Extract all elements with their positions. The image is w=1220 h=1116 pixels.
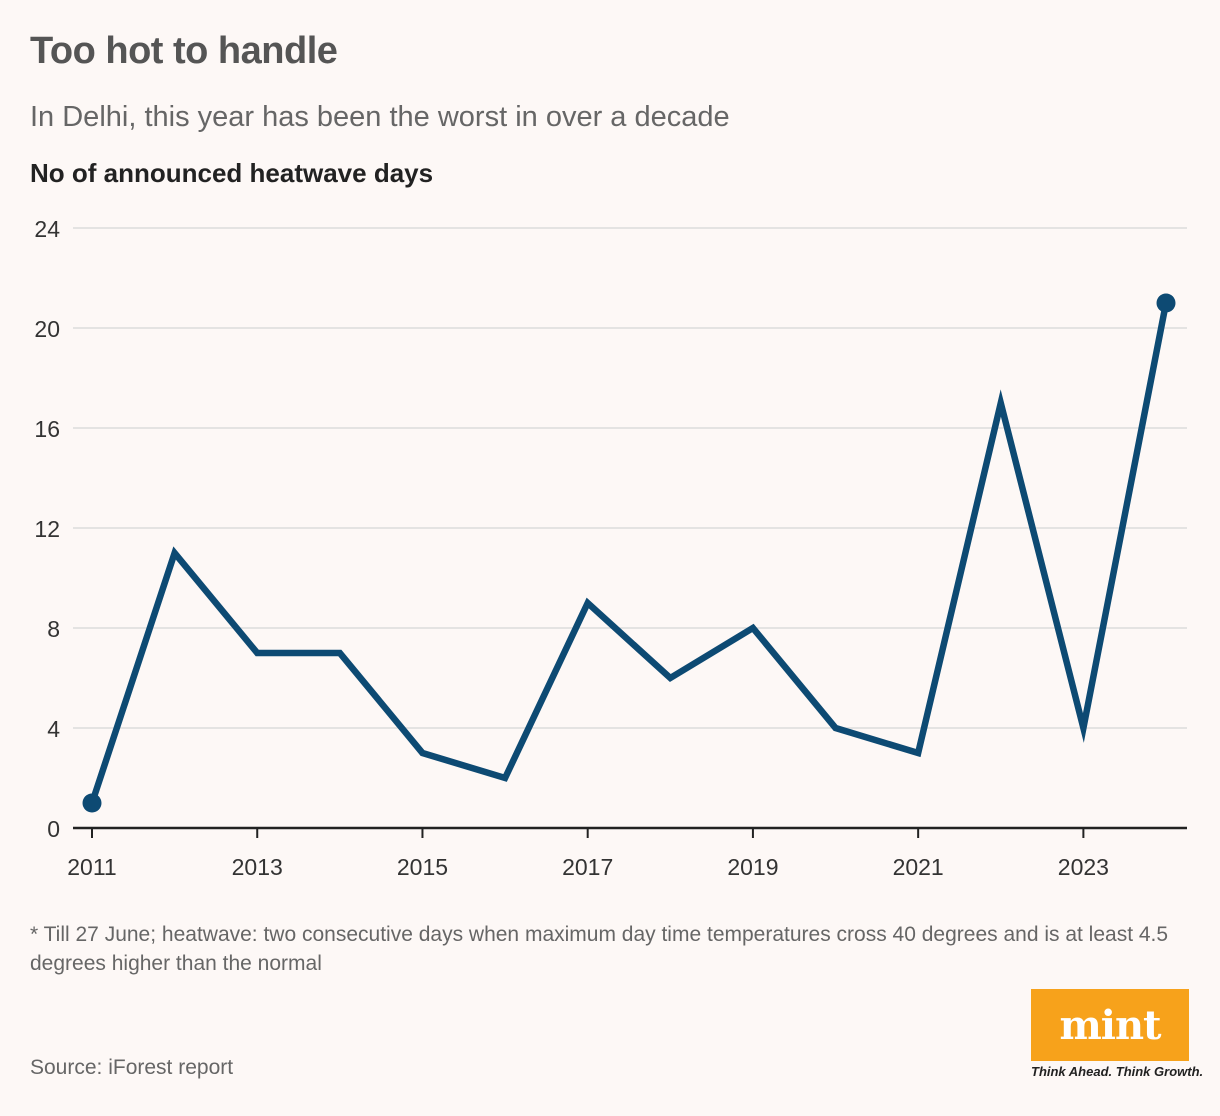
mint-logo: mint xyxy=(1031,989,1189,1061)
source-note: Source: iForest report xyxy=(30,1056,234,1079)
y-axis-label: No of announced heatwave days xyxy=(30,158,434,188)
x-tick-label: 2011 xyxy=(67,854,116,880)
x-tick-labels: 2011 2013 2015 2017 2019 2021 2023 xyxy=(67,854,1109,880)
y-tick-label: 16 xyxy=(34,416,60,442)
x-tick-label: 2013 xyxy=(232,854,283,880)
x-tick-label: 2021 xyxy=(893,854,944,880)
x-tick-label: 2019 xyxy=(727,854,778,880)
y-tick-labels: 0 4 8 12 16 20 24 xyxy=(34,216,60,842)
line-chart: 0 4 8 12 16 20 24 2011 2013 2015 2017 2019 2021 2023 xyxy=(34,216,1187,880)
footnote: * Till 27 June; heatwave: two consecutiv… xyxy=(30,923,1169,975)
y-tick-label: 8 xyxy=(47,616,60,642)
series-line xyxy=(88,302,1170,805)
logo-text: mint xyxy=(1059,1001,1161,1049)
chart-subtitle: In Delhi, this year has been the worst i… xyxy=(30,101,730,133)
chart-title: Too hot to handle xyxy=(30,30,338,72)
x-tick-label: 2023 xyxy=(1058,854,1109,880)
y-tick-label: 12 xyxy=(34,516,60,542)
y-tick-label: 4 xyxy=(47,716,60,742)
y-tick-label: 0 xyxy=(47,816,60,842)
logo-tagline: Think Ahead. Think Growth. xyxy=(1031,1064,1204,1079)
endpoint-marker-2011 xyxy=(82,793,102,813)
series-heatwave-days xyxy=(82,293,1176,813)
x-tick-label: 2017 xyxy=(562,854,613,880)
y-tick-label: 20 xyxy=(34,316,60,342)
y-tick-label: 24 xyxy=(34,216,60,242)
gridlines xyxy=(73,227,1187,729)
x-axis xyxy=(73,826,1187,838)
x-tick-label: 2015 xyxy=(397,854,448,880)
endpoint-marker-2024 xyxy=(1156,293,1176,313)
